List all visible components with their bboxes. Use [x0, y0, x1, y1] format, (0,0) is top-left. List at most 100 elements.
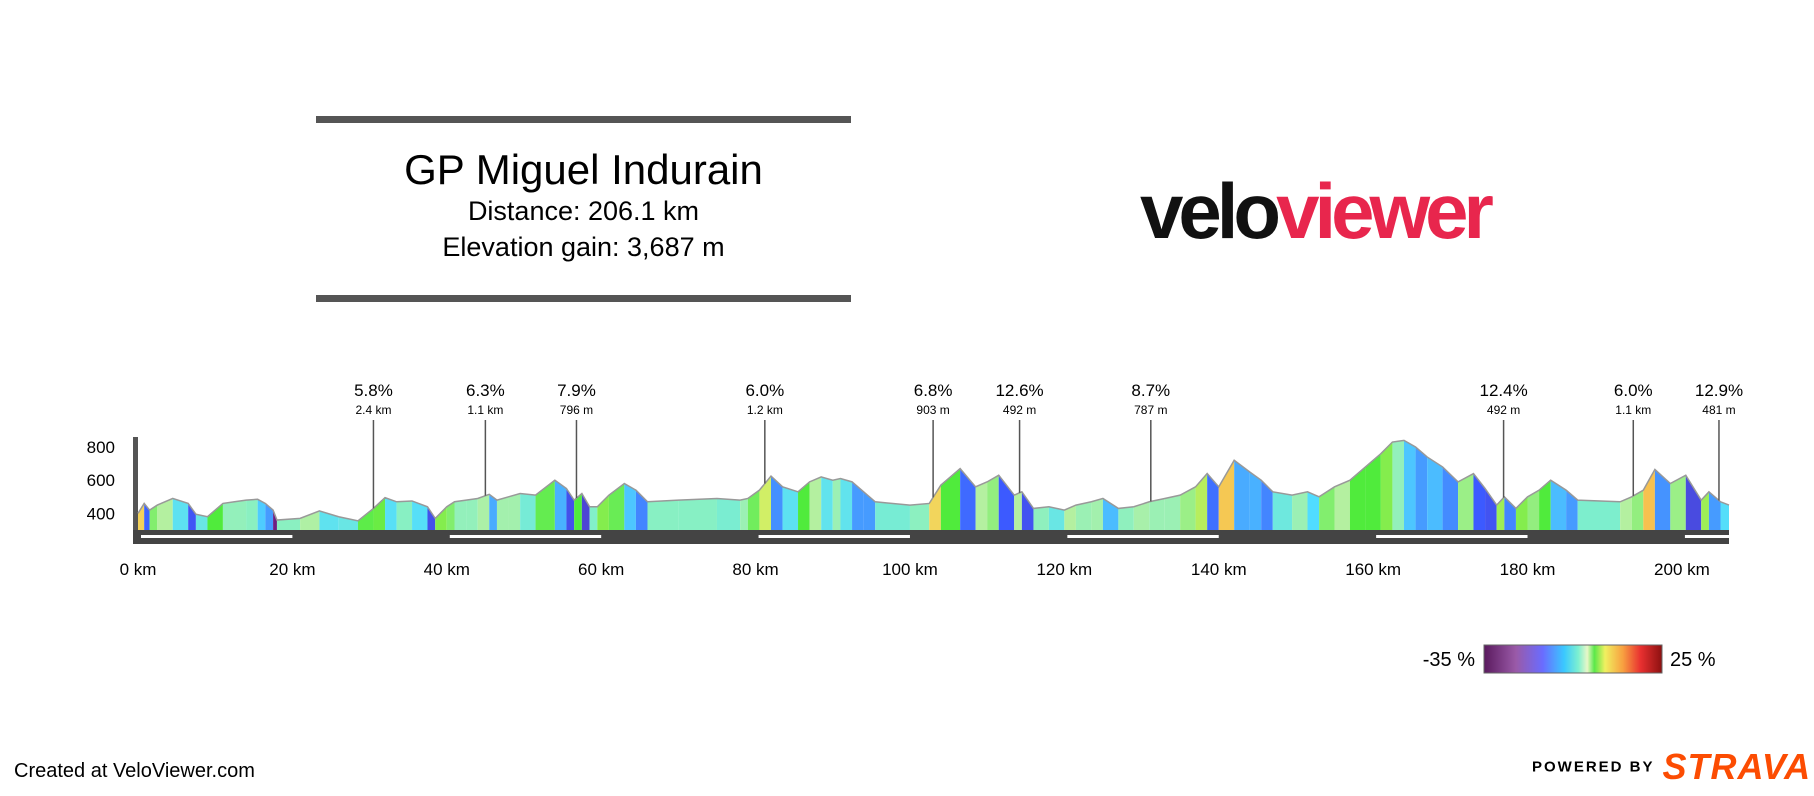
climb-gradient-label: 6.0%	[1614, 381, 1653, 400]
profile-segment	[740, 498, 748, 530]
y-tick-label: 400	[87, 504, 115, 523]
profile-segment	[759, 476, 772, 530]
profile-segment	[782, 486, 799, 530]
profile-segment	[1234, 460, 1250, 530]
powered-by-strava: POWERED BY STRAVA	[1532, 746, 1811, 788]
profile-segment	[1631, 490, 1644, 530]
profile-segment	[589, 506, 598, 530]
profile-segment	[1670, 475, 1686, 530]
profile-segment	[222, 501, 235, 530]
profile-segment	[1349, 466, 1366, 530]
profile-segment	[1272, 491, 1293, 530]
profile-segment	[265, 503, 274, 530]
profile-segment	[1404, 440, 1416, 530]
climb-length-label: 787 m	[1134, 403, 1167, 417]
profile-segment	[157, 498, 173, 530]
profile-segment	[477, 494, 490, 530]
profile-segment	[1218, 460, 1235, 530]
created-at-text: Created at VeloViewer.com	[14, 760, 255, 782]
profile-segment	[466, 498, 478, 530]
elevation-gain-text: Elevation gain: 3,687 m	[442, 232, 725, 262]
profile-segment	[863, 491, 876, 530]
profile-segment	[1195, 473, 1208, 530]
profile-segment	[246, 499, 258, 530]
profile-segment	[1643, 469, 1655, 530]
profile-segment	[1577, 500, 1621, 530]
gradient-legend-bar	[1483, 644, 1663, 674]
title-box: GP Miguel Indurain Distance: 206.1 km El…	[316, 116, 851, 302]
profile-segment	[1292, 491, 1308, 530]
profile-segment	[1021, 491, 1034, 530]
profile-segment	[566, 488, 575, 530]
profile-segment	[1307, 491, 1320, 530]
profile-segment	[207, 503, 223, 530]
climb-gradient-label: 6.0%	[745, 381, 784, 400]
profile-segment	[678, 498, 717, 530]
profile-segment	[647, 500, 679, 530]
profile-segment	[716, 498, 741, 530]
profile-segment	[635, 490, 648, 530]
profile-segment	[149, 505, 158, 530]
climb-gradient-label: 12.4%	[1479, 381, 1527, 400]
veloviewer-logo: veloviewer	[1140, 166, 1494, 256]
profile-segment	[435, 506, 447, 530]
climb-gradient-label: 7.9%	[557, 381, 596, 400]
profile-segment	[489, 494, 497, 530]
profile-segment	[446, 501, 455, 530]
profile-segment	[1496, 496, 1505, 530]
distance-marker	[1376, 535, 1528, 538]
profile-segment	[852, 481, 864, 530]
profile-segment	[276, 518, 301, 530]
climb-length-label: 2.4 km	[355, 403, 391, 417]
distance-marker	[1067, 535, 1219, 538]
profile-segment	[1392, 440, 1405, 530]
profile-segment	[257, 499, 266, 530]
profile-segment	[960, 468, 976, 530]
profile-segment	[821, 476, 833, 530]
profile-segment	[1566, 490, 1578, 530]
profile-segment	[1091, 498, 1103, 530]
x-tick-label: 0 km	[120, 560, 157, 579]
race-title: GP Miguel Indurain	[404, 146, 763, 193]
profile-segment	[427, 506, 436, 530]
x-tick-label: 100 km	[882, 560, 938, 579]
profile-segment	[412, 500, 428, 530]
climb-length-label: 903 m	[916, 403, 949, 417]
x-tick-label: 200 km	[1654, 560, 1710, 579]
climb-gradient-label: 12.6%	[995, 381, 1043, 400]
profile-segment	[1164, 495, 1181, 530]
climb-length-label: 796 m	[560, 403, 593, 417]
profile-segment	[747, 490, 760, 530]
profile-segment	[1442, 466, 1459, 530]
climb-gradient-label: 6.3%	[466, 381, 505, 400]
profile-segment	[1118, 506, 1134, 530]
profile-segment	[300, 510, 320, 530]
x-tick-label: 80 km	[732, 560, 778, 579]
profile-segment	[840, 478, 853, 530]
y-tick-label: 800	[87, 438, 115, 457]
distance-marker	[1684, 535, 1729, 538]
profile-segment	[373, 497, 386, 530]
profile-segment	[998, 475, 1015, 530]
profile-segment	[940, 468, 961, 530]
distance-marker	[449, 535, 602, 538]
climb-length-label: 492 m	[1003, 403, 1036, 417]
profile-segment	[554, 480, 567, 530]
profile-segment	[1261, 480, 1273, 530]
powered-by-text: POWERED BY	[1532, 758, 1655, 776]
profile-segment	[875, 501, 910, 530]
profile-segment	[1720, 501, 1729, 530]
x-tick-label: 180 km	[1500, 560, 1556, 579]
climb-length-label: 1.2 km	[747, 403, 783, 417]
profile-segment	[1033, 506, 1049, 530]
x-tick-label: 60 km	[578, 560, 624, 579]
profile-segment	[832, 478, 841, 530]
profile-segment	[608, 483, 625, 530]
logo-part-viewer: viewer	[1276, 167, 1494, 255]
profile-segment	[1207, 473, 1219, 530]
profile-segment	[1415, 447, 1428, 530]
profile-segment	[385, 497, 397, 530]
profile-segment	[1334, 480, 1350, 530]
profile-segment	[929, 485, 941, 530]
